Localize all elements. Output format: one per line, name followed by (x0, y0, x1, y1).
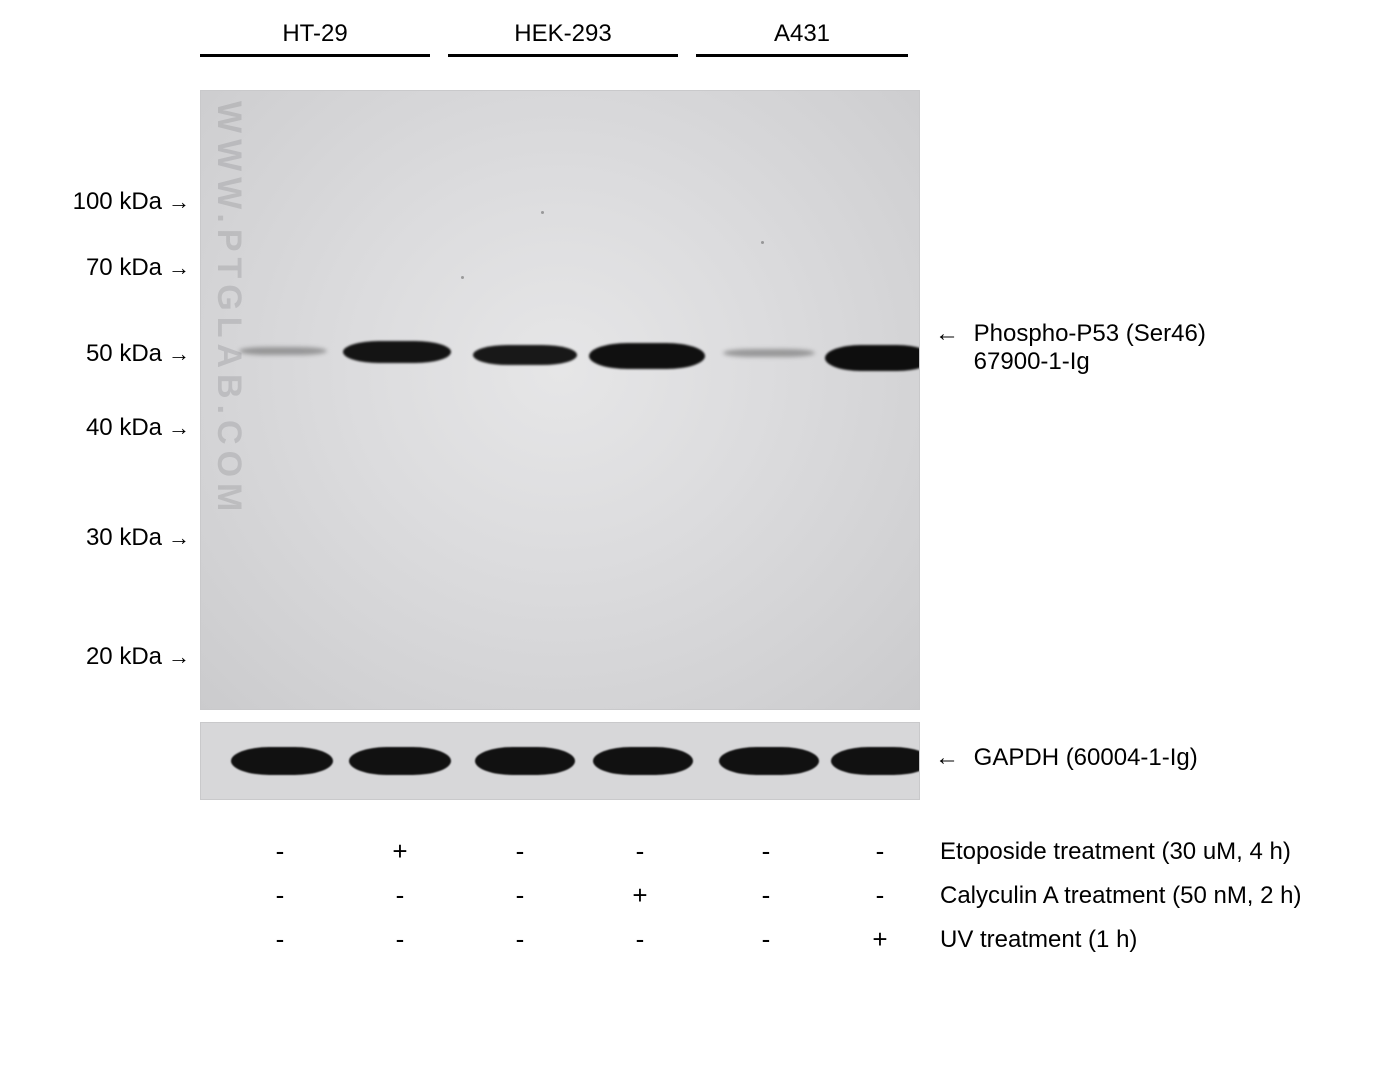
treatment-value: - (220, 836, 340, 867)
cell-group-1: HEK-293 (448, 20, 678, 57)
mw-label: 50 kDa (86, 340, 162, 367)
treatment-value: - (706, 836, 826, 867)
gapdh-annotation: ← GAPDH (60004-1-Ig) (935, 744, 1198, 772)
phospho-band-lane-0 (239, 347, 327, 355)
mw-marker: 100 kDa→ (73, 188, 190, 216)
mw-label: 100 kDa (73, 188, 162, 215)
gapdh-label: GAPDH (60004-1-Ig) (974, 744, 1198, 771)
arrow-left-icon: ← (935, 320, 959, 347)
treatment-grid: -+-------+-------+ (200, 830, 920, 962)
cell-line-label: A431 (696, 20, 908, 52)
treatment-value: - (580, 924, 700, 955)
arrow-right-icon: → (168, 189, 190, 214)
treatment-value: - (706, 880, 826, 911)
watermark-text: WWW.PTGLAB.COM (209, 101, 248, 517)
mw-marker: 20 kDa→ (86, 643, 190, 671)
phospho-label-line2: 67900-1-Ig (974, 348, 1090, 375)
gapdh-band-lane-0 (231, 747, 333, 775)
treatment-value: - (460, 880, 580, 911)
treatment-value: + (580, 880, 700, 911)
treatment-value: - (340, 880, 460, 911)
cell-line-underline (696, 54, 908, 57)
gapdh-band-lane-1 (349, 747, 451, 775)
cell-group-2: A431 (696, 20, 908, 57)
phospho-band-lane-4 (723, 349, 815, 357)
blot-background (201, 91, 919, 709)
mw-marker: 30 kDa→ (86, 524, 190, 552)
treatment-value: - (460, 924, 580, 955)
phospho-band-lane-5 (825, 345, 920, 371)
mw-label: 40 kDa (86, 414, 162, 441)
treatment-label-column: Etoposide treatment (30 uM, 4 h)Calyculi… (940, 830, 1302, 962)
cell-line-label: HT-29 (200, 20, 430, 52)
treatment-label: Etoposide treatment (30 uM, 4 h) (940, 830, 1302, 874)
treatment-value: - (820, 880, 940, 911)
arrow-right-icon: → (168, 341, 190, 366)
mw-marker: 40 kDa→ (86, 414, 190, 442)
cell-line-underline (200, 54, 430, 57)
cell-line-underline (448, 54, 678, 57)
cell-group-0: HT-29 (200, 20, 430, 57)
mw-label: 20 kDa (86, 643, 162, 670)
arrow-right-icon: → (168, 415, 190, 440)
mw-label: 30 kDa (86, 524, 162, 551)
treatment-value: - (820, 836, 940, 867)
mw-label: 70 kDa (86, 254, 162, 281)
treatment-value: + (340, 836, 460, 867)
gapdh-band-lane-3 (593, 747, 693, 775)
treatment-value: - (340, 924, 460, 955)
main-blot-panel: WWW.PTGLAB.COM (200, 90, 920, 710)
gapdh-blot-panel (200, 722, 920, 800)
phospho-label-line1: Phospho-P53 (Ser46) (974, 320, 1206, 347)
treatment-label: Calyculin A treatment (50 nM, 2 h) (940, 874, 1302, 918)
cell-line-label: HEK-293 (448, 20, 678, 52)
treatment-label: UV treatment (1 h) (940, 918, 1302, 962)
treatment-value: - (220, 880, 340, 911)
arrow-right-icon: → (168, 255, 190, 280)
phospho-annotation: ← Phospho-P53 (Ser46) ← 67900-1-Ig (935, 320, 1206, 376)
gapdh-band-lane-4 (719, 747, 819, 775)
phospho-band-lane-3 (589, 343, 705, 369)
treatment-row: -----+ (200, 918, 920, 962)
phospho-band-lane-2 (473, 345, 577, 365)
arrow-right-icon: → (168, 525, 190, 550)
phospho-band-lane-1 (343, 341, 451, 363)
gapdh-band-lane-2 (475, 747, 575, 775)
cell-line-header-row: HT-29 HEK-293 A431 (200, 20, 920, 80)
mw-marker: 50 kDa→ (86, 340, 190, 368)
arrow-right-icon: → (168, 644, 190, 669)
western-blot-figure: HT-29 HEK-293 A431 100 kDa→70 kDa→50 kDa… (30, 20, 1370, 1060)
arrow-left-icon: ← (935, 744, 959, 771)
treatment-value: + (820, 924, 940, 955)
treatment-row: ---+-- (200, 874, 920, 918)
treatment-value: - (220, 924, 340, 955)
treatment-value: - (580, 836, 700, 867)
mw-marker: 70 kDa→ (86, 254, 190, 282)
gapdh-band-lane-5 (831, 747, 920, 775)
treatment-value: - (706, 924, 826, 955)
treatment-value: - (460, 836, 580, 867)
treatment-row: -+---- (200, 830, 920, 874)
